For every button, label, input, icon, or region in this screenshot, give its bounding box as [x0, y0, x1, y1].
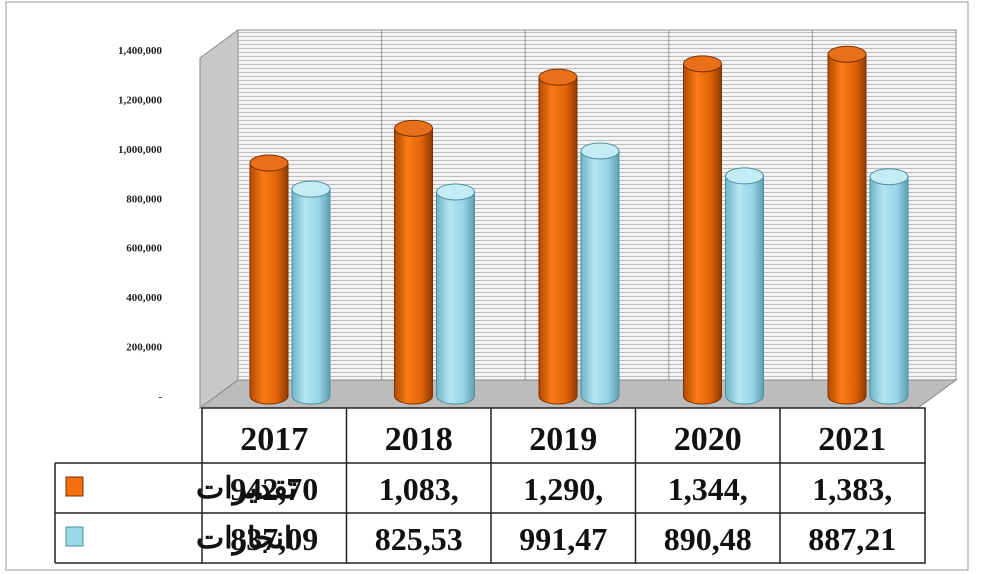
bar-top: [436, 183, 475, 201]
x-tick-label: 2020: [674, 421, 742, 458]
legend-label: انجازات: [196, 522, 292, 556]
data-label: 942,70: [230, 471, 318, 507]
bar-body: [436, 191, 475, 405]
bar-body: [725, 175, 764, 405]
legend-key: [65, 476, 84, 497]
bar-body: [869, 176, 909, 405]
x-tick-label: 2021: [818, 421, 886, 458]
bar-top: [538, 68, 578, 86]
bar-2021-estimates: [827, 45, 867, 405]
y-tick-label: 600,000: [126, 243, 162, 255]
bar-top: [249, 154, 289, 172]
bar-top: [683, 55, 722, 73]
bar-top: [725, 167, 764, 185]
table-grid: [201, 407, 926, 564]
y-axis: - 200,000 400,000 600,000 800,000 1,000,000 1,…: [118, 45, 163, 403]
bar-body: [683, 63, 722, 405]
bar-body: [394, 127, 433, 405]
x-tick-label: 2018: [385, 421, 453, 458]
legend-label: تقديرات: [196, 472, 297, 506]
bar-top: [580, 142, 620, 160]
bar-top: [827, 45, 867, 63]
data-label: 887,21: [808, 521, 896, 557]
bar-body: [827, 53, 867, 405]
bar-body: [538, 76, 578, 405]
data-label: 1,290,: [523, 471, 603, 507]
bar-body: [249, 162, 289, 405]
x-tick-label: 2017: [240, 421, 308, 458]
bar-2020-achievements: [725, 167, 764, 405]
bar-2018-achievements: [436, 183, 475, 405]
data-label: 825,53: [375, 521, 463, 557]
data-label: 890,48: [664, 521, 752, 557]
bar-body: [291, 188, 331, 405]
data-label: 991,47: [519, 521, 607, 557]
bar-2017-achievements: [291, 180, 331, 405]
bar-2021-achievements: [869, 168, 909, 405]
x-tick-label: 2019: [529, 421, 597, 458]
side-wall: [199, 29, 239, 409]
bar-2019-achievements: [580, 142, 620, 405]
y-tick-label: 800,000: [126, 193, 162, 205]
y-tick-label: 1,400,000: [118, 45, 163, 57]
data-label: 1,383,: [812, 471, 892, 507]
y-tick-label: 200,000: [126, 342, 162, 354]
bar-body: [580, 150, 620, 405]
bar-top: [869, 168, 909, 186]
data-label: 837,09: [230, 521, 318, 557]
bars: [249, 45, 909, 405]
bar-2020-estimates: [683, 55, 722, 405]
y-tick-label: 400,000: [126, 292, 162, 304]
bar-2019-estimates: [538, 68, 578, 405]
y-tick-label: 1,000,000: [118, 144, 163, 156]
y-tick-label: 1,200,000: [118, 94, 163, 106]
legend-key: [65, 526, 84, 547]
category-separators: [381, 30, 813, 380]
data-label: 1,344,: [668, 471, 748, 507]
bar-top: [291, 180, 331, 198]
bar-2017-estimates: [249, 154, 289, 405]
bar-top: [394, 119, 433, 137]
bar-2018-estimates: [394, 119, 433, 405]
data-label: 1,083,: [379, 471, 459, 507]
y-tick-label: -: [158, 391, 162, 403]
